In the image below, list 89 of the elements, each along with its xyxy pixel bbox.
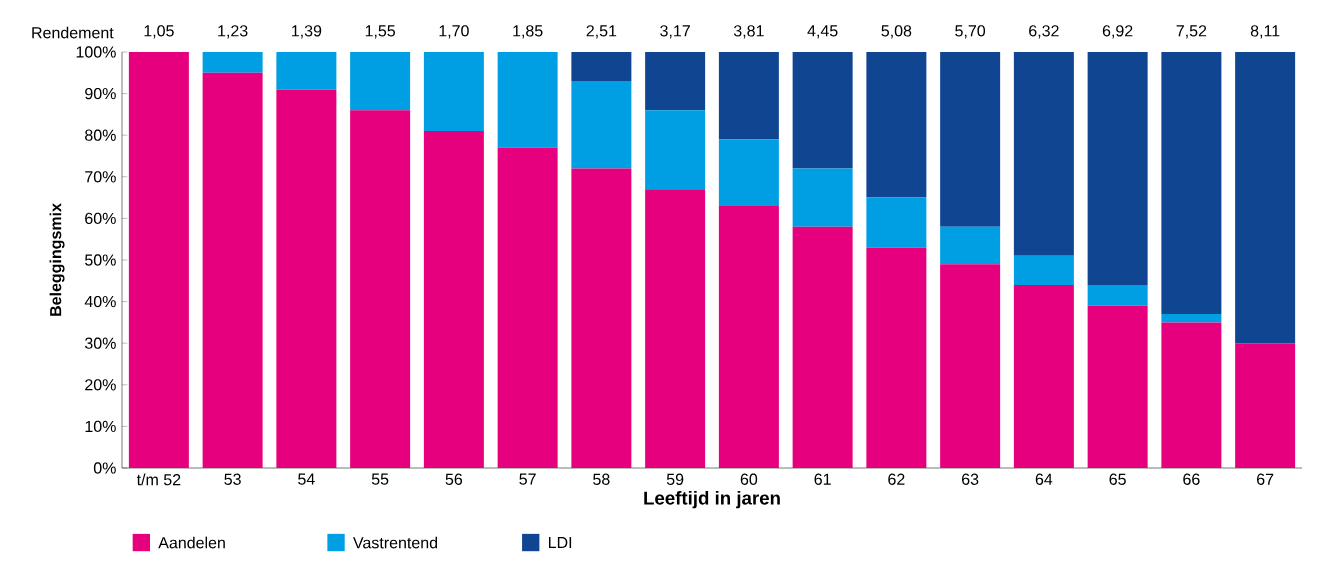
- x-tick-label: 66: [1183, 473, 1200, 485]
- bar: [202, 72, 263, 468]
- x-tick-label: t/m 52: [136, 473, 181, 486]
- y-tick-label: 50%: [85, 254, 116, 266]
- bar: [497, 52, 558, 148]
- bar: [1013, 255, 1074, 285]
- bar: [792, 52, 853, 169]
- bar: [1013, 284, 1074, 468]
- bar: [940, 52, 1001, 227]
- bar: [276, 89, 337, 468]
- bar: [423, 52, 484, 132]
- bar: [645, 189, 706, 468]
- bar: [1087, 284, 1148, 306]
- y-tick-label: 40%: [84, 295, 116, 308]
- y-tick-label: 100%: [76, 46, 116, 58]
- x-tick-label: 59: [666, 473, 684, 485]
- bar: [645, 110, 706, 190]
- bar: [202, 52, 263, 73]
- x-tick-label: 67: [1257, 473, 1274, 485]
- bar: [1161, 314, 1222, 323]
- y-tick-label: 10%: [85, 420, 116, 433]
- text: 8,11: [1250, 25, 1280, 39]
- bar: [571, 81, 632, 169]
- bar: [276, 52, 337, 90]
- bar: [1235, 343, 1296, 468]
- bar: [1161, 322, 1222, 468]
- y-tick-label: 0%: [93, 462, 116, 474]
- bar: [350, 52, 411, 111]
- bar: [718, 52, 779, 140]
- bar: [571, 52, 632, 82]
- x-tick-label: 64: [1035, 473, 1053, 485]
- y-tick-label: 60%: [85, 212, 116, 225]
- bar: [1235, 52, 1296, 344]
- bar: [1087, 305, 1148, 468]
- bar: [571, 168, 632, 468]
- bar: [645, 52, 706, 111]
- x-tick-label: 56: [445, 473, 463, 485]
- x-axis-title: Leeftijd in jaren: [644, 490, 780, 509]
- bar: [128, 52, 189, 468]
- bar: [1087, 52, 1148, 285]
- text: 1,23: [218, 25, 248, 39]
- text: 1,85: [513, 25, 543, 39]
- text: 1,55: [365, 25, 396, 39]
- text: 6,32: [1029, 25, 1059, 39]
- bar: [792, 226, 853, 468]
- y-tick-label: 90%: [85, 87, 116, 100]
- y-tick-label: 30%: [84, 337, 116, 349]
- bar: [792, 168, 853, 227]
- x-tick-label: 62: [888, 473, 905, 485]
- bar: [350, 110, 411, 468]
- x-tick-label: 58: [593, 473, 610, 485]
- text: 5,08: [881, 25, 912, 39]
- y-tick-label: 20%: [85, 379, 116, 391]
- text: 3,81: [733, 25, 764, 39]
- x-tick-label: 60: [740, 473, 758, 485]
- bar: [866, 52, 927, 198]
- y-axis-title: Beleggingsmix: [49, 203, 65, 316]
- bar: [497, 147, 558, 468]
- bar: [718, 139, 779, 206]
- text: 7,52: [1176, 25, 1207, 39]
- bar: [940, 264, 1001, 468]
- text: 1,39: [292, 25, 322, 39]
- y-tick-label: 80%: [85, 129, 116, 141]
- x-tick-label: 55: [371, 473, 389, 485]
- text: Rendement: [32, 26, 114, 39]
- bar: [940, 226, 1001, 265]
- bar: [866, 247, 927, 468]
- bar: [423, 131, 484, 468]
- bar: [1161, 52, 1222, 315]
- bar: [866, 197, 927, 248]
- legend-label: LDI: [548, 537, 572, 549]
- x-tick-label: 63: [962, 473, 979, 485]
- legend-label: Vastrentend: [353, 536, 438, 549]
- bar: [718, 205, 779, 468]
- text: 5,70: [955, 25, 986, 39]
- legend-label: Aandelen: [158, 536, 225, 549]
- bar: [1013, 52, 1074, 256]
- text: 6,92: [1102, 25, 1133, 39]
- x-tick-label: 65: [1109, 473, 1126, 485]
- text: 4,45: [807, 25, 838, 39]
- text: 3,17: [660, 25, 690, 39]
- text: 1,70: [439, 25, 469, 39]
- text: 2,51: [586, 25, 617, 39]
- y-tick-label: 70%: [85, 171, 116, 183]
- x-tick-label: 57: [519, 473, 536, 485]
- x-tick-label: 53: [224, 473, 241, 485]
- x-tick-label: 54: [298, 473, 315, 485]
- x-tick-label: 61: [814, 473, 831, 485]
- text: 1,05: [144, 25, 174, 39]
